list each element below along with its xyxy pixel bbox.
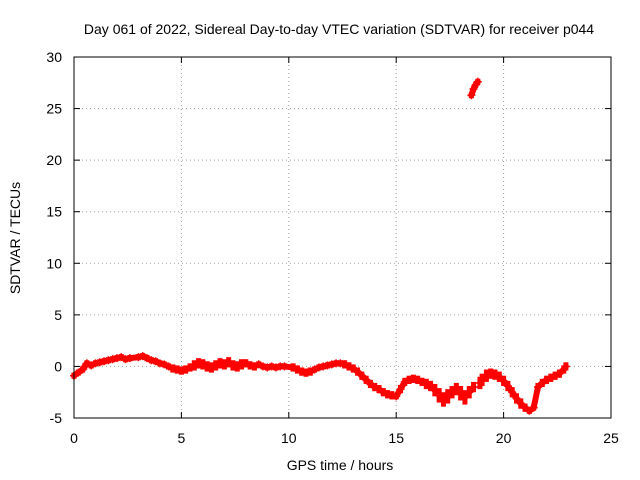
x-tick-label: 15 xyxy=(388,430,404,446)
x-tick-label: 0 xyxy=(70,430,78,446)
data-point xyxy=(473,77,482,86)
x-tick-label: 25 xyxy=(603,430,619,446)
data-point xyxy=(469,381,478,393)
y-tick-label: 10 xyxy=(46,255,62,271)
x-axis-label: GPS time / hours xyxy=(287,457,394,473)
y-tick-label: 15 xyxy=(46,204,62,220)
x-tick-label: 10 xyxy=(281,430,297,446)
x-tick-label: 20 xyxy=(496,430,512,446)
chart-title: Day 061 of 2022, Sidereal Day-to-day VTE… xyxy=(84,21,594,37)
y-tick-label: -5 xyxy=(50,410,63,426)
y-axis-label: SDTVAR / TECUs xyxy=(7,182,23,294)
plot-border xyxy=(73,56,612,419)
data-point xyxy=(561,362,570,371)
y-tick-label: 25 xyxy=(46,101,62,117)
x-tick-label: 5 xyxy=(178,430,186,446)
y-tick-label: 5 xyxy=(54,307,62,323)
y-axis: -5 0 5 10 15 20 25 30 xyxy=(46,49,611,426)
y-tick-label: 20 xyxy=(46,152,62,168)
y-tick-label: 0 xyxy=(54,358,62,374)
data-points xyxy=(70,77,570,415)
x-axis: 0 5 10 15 20 25 xyxy=(70,57,619,446)
y-tick-label: 30 xyxy=(46,49,62,65)
